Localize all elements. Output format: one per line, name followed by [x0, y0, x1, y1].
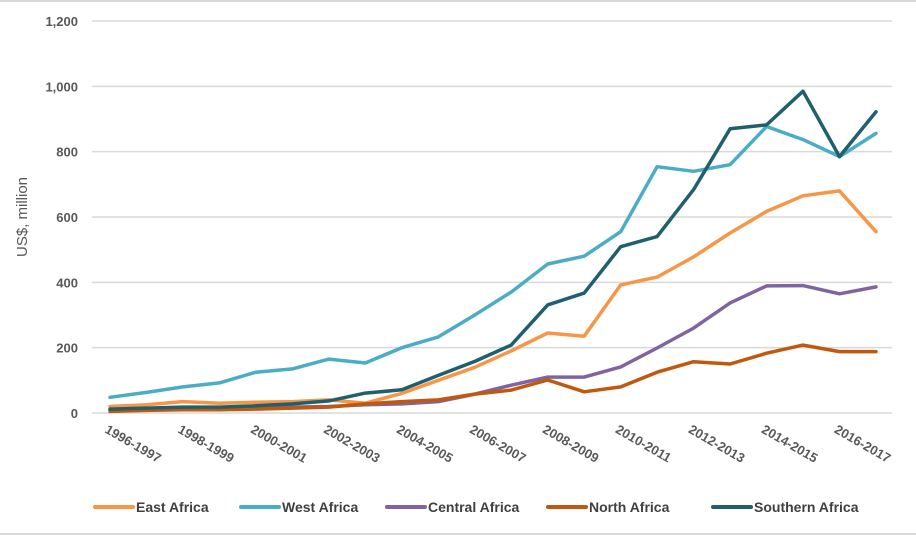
y-tick-label: 1,000	[45, 79, 78, 94]
legend-label: West Africa	[282, 499, 358, 515]
series-line-north-africa	[108, 343, 878, 414]
series-line-east-africa	[108, 189, 878, 409]
x-tick-label: 2002-2003	[321, 422, 382, 466]
y-axis-ticks: 0 200 400 600 800 1,000 1,200	[45, 14, 78, 421]
series-line-west-africa	[108, 124, 878, 400]
legend-item: Southern Africa	[711, 499, 859, 515]
x-tick-label: 2010-2011	[613, 422, 674, 466]
series-line-southern-africa	[108, 89, 878, 411]
y-tick-label: 800	[56, 145, 78, 160]
legend-item: East Africa	[93, 499, 209, 515]
x-tick-label: 2014-2015	[759, 422, 820, 466]
x-tick-label: 2012-2013	[686, 422, 747, 466]
x-tick-label: 2006-2007	[467, 422, 528, 466]
legend-item: West Africa	[239, 499, 358, 515]
x-tick-label: 2016-2017	[832, 422, 893, 466]
y-tick-label: 1,200	[45, 14, 78, 29]
legend-item: Central Africa	[385, 499, 520, 515]
legend-label: North Africa	[589, 499, 670, 515]
x-tick-label: 2000-2001	[248, 422, 309, 466]
y-tick-label: 0	[71, 406, 78, 421]
y-tick-label: 600	[56, 210, 78, 225]
y-axis-label: US$, million	[14, 177, 31, 257]
legend-label: Southern Africa	[754, 499, 859, 515]
y-tick-label: 400	[56, 275, 78, 290]
series-lines	[108, 89, 878, 414]
legend-label: East Africa	[136, 499, 209, 515]
y-tick-label: 200	[56, 341, 78, 356]
x-tick-label: 2004-2005	[394, 422, 455, 466]
x-axis-ticks: 1996-1997 1998-1999 2000-2001 2002-2003 2004…	[103, 422, 894, 466]
x-tick-label: 1996-1997	[103, 422, 164, 466]
x-tick-label: 1998-1999	[175, 422, 236, 466]
legend: East Africa West Africa Central Africa Nort…	[93, 499, 859, 515]
legend-item: North Africa	[546, 499, 670, 515]
x-tick-label: 2008-2009	[540, 422, 601, 466]
legend-label: Central Africa	[428, 499, 520, 515]
